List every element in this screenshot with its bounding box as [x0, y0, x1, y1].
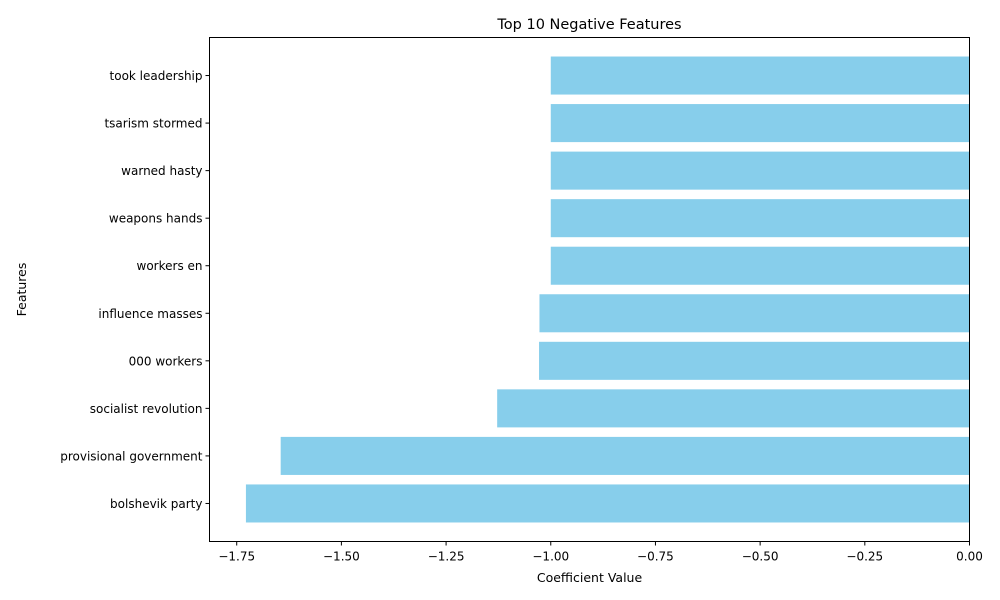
- chart-title: Top 10 Negative Features: [496, 17, 681, 33]
- bar-bolshevik-party: [245, 484, 970, 523]
- y-tick-label: 000 workers: [129, 354, 203, 368]
- bar-took-leadership: [550, 56, 970, 95]
- bar-weapons-hands: [550, 199, 970, 238]
- y-tick-label: warned hasty: [121, 164, 202, 178]
- y-tick-label: socialist revolution: [90, 402, 203, 416]
- bar-socialist-revolution: [497, 389, 970, 428]
- bar-workers-en: [550, 246, 970, 285]
- x-tick-label: −1.75: [218, 550, 255, 564]
- y-tick-label: workers en: [137, 259, 203, 273]
- y-tick-label: tsarism stormed: [104, 117, 202, 131]
- bar-000-workers: [539, 341, 970, 380]
- x-tick-label: −1.50: [323, 550, 360, 564]
- y-axis-label: Features: [14, 263, 29, 317]
- x-tick-label: −1.00: [532, 550, 569, 564]
- x-tick-label: −0.50: [742, 550, 779, 564]
- x-tick-label: −0.75: [637, 550, 674, 564]
- y-tick-label: took leadership: [110, 69, 203, 83]
- x-tick-label: 0.00: [956, 550, 983, 564]
- x-axis-ticks: −1.75 −1.50 −1.25 −1.00 −0.75 −0.50 −0.25 0.00: [218, 541, 983, 564]
- bars-group: [245, 56, 970, 523]
- plot-frame: [209, 37, 970, 542]
- y-tick-label: influence masses: [98, 307, 202, 321]
- y-axis-ticks: took leadership tsarism stormed warned has…: [60, 69, 210, 511]
- y-tick-label: bolshevik party: [110, 497, 202, 511]
- y-tick-label: weapons hands: [109, 212, 203, 226]
- bar-tsarism-stormed: [550, 104, 970, 143]
- x-tick-label: −1.25: [428, 550, 465, 564]
- y-tick-label: provisional government: [60, 449, 203, 463]
- x-axis-label: Coefficient Value: [537, 570, 643, 585]
- x-tick-label: −0.25: [846, 550, 883, 564]
- bar-warned-hasty: [550, 151, 970, 190]
- bar-influence-masses: [539, 294, 970, 333]
- bar-provisional-government: [280, 436, 970, 475]
